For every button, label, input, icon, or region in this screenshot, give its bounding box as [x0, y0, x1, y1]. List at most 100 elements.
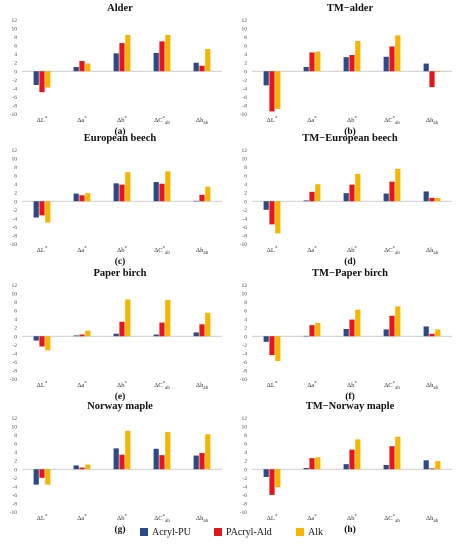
y-tick-label: -10 [240, 242, 248, 248]
bar [269, 201, 275, 225]
x-tick-label: Δa* [77, 117, 87, 125]
x-tick-label: Δhab [196, 515, 209, 524]
x-tick-label: Δa* [77, 515, 87, 523]
y-tick-label: 4 [14, 182, 17, 188]
y-tick-label: -4 [12, 86, 17, 92]
y-tick-label: -10 [10, 112, 18, 118]
bar [275, 336, 281, 362]
panel-letter: (f) [345, 391, 355, 402]
chart-title: European beech [84, 133, 157, 144]
y-tick-label: 8 [14, 433, 17, 439]
y-tick-label: 10 [12, 27, 18, 33]
panel-letter: (e) [115, 391, 126, 402]
panel-letter: (c) [115, 256, 126, 267]
y-tick-label: 4 [244, 317, 247, 323]
bar [113, 333, 119, 337]
y-tick-label: -2 [242, 476, 247, 482]
x-tick-label: Δhab [426, 247, 439, 256]
bar [159, 455, 165, 470]
legend-swatch [140, 528, 148, 536]
bar [205, 312, 211, 337]
bar [205, 186, 211, 202]
x-tick-label: Δa* [307, 515, 317, 523]
bar [263, 469, 269, 477]
x-tick-label: ΔL* [267, 382, 278, 390]
bar [355, 173, 361, 202]
y-tick-label: 12 [12, 18, 18, 24]
bar [199, 194, 205, 202]
y-tick-label: 2 [14, 61, 17, 67]
bar [303, 467, 309, 470]
y-tick-label: -10 [10, 510, 18, 516]
y-tick-label: -8 [242, 368, 247, 374]
x-tick-label: ΔL* [37, 515, 48, 523]
bar [45, 336, 51, 351]
y-tick-label: -6 [12, 360, 17, 366]
chart-title: TM−Norway maple [306, 401, 395, 412]
y-tick-label: -6 [242, 95, 247, 101]
y-tick-label: -6 [12, 225, 17, 231]
x-tick-label: Δb* [117, 382, 127, 390]
bar [125, 34, 131, 72]
bar [309, 191, 315, 202]
x-tick-label: Δb* [347, 515, 357, 523]
bar [33, 201, 39, 218]
y-tick-label: 6 [244, 44, 247, 50]
bar [343, 193, 349, 202]
bar [423, 63, 429, 72]
bar [113, 448, 119, 470]
x-tick-label: ΔL* [267, 117, 278, 125]
bar [343, 329, 349, 337]
y-tick-label: -6 [12, 493, 17, 499]
y-tick-label: 6 [14, 174, 17, 180]
y-tick-label: 8 [14, 300, 17, 306]
bar [269, 336, 275, 356]
x-tick-label: Δb* [347, 382, 357, 390]
y-tick-label: 6 [14, 309, 17, 315]
y-tick-label: 8 [244, 300, 247, 306]
bar [355, 40, 361, 72]
x-tick-label: Δa* [307, 117, 317, 125]
y-tick-label: -6 [12, 95, 17, 101]
y-tick-label: 2 [244, 61, 247, 67]
x-tick-label: Δb* [347, 247, 357, 255]
bar [113, 183, 119, 202]
bar [125, 172, 131, 202]
bar [355, 439, 361, 470]
y-tick-label: 0 [14, 467, 17, 473]
bar [113, 53, 119, 72]
bar [429, 468, 435, 470]
bar [349, 319, 355, 337]
panel-letter: (d) [344, 256, 356, 267]
bar [303, 67, 309, 72]
bar [85, 63, 91, 72]
x-tick-label: Δa* [77, 382, 87, 390]
y-tick-label: 0 [14, 334, 17, 340]
bar [119, 321, 125, 337]
bar [45, 201, 51, 223]
y-tick-label: 2 [14, 459, 17, 465]
bar [33, 71, 39, 85]
bar [389, 46, 395, 72]
bar [269, 469, 275, 495]
bar [315, 184, 321, 202]
x-tick-label: ΔL* [37, 117, 48, 125]
bar [205, 434, 211, 470]
x-tick-label: ΔC*ab [384, 382, 400, 392]
x-tick-label: Δb* [117, 117, 127, 125]
legend-swatch [296, 528, 304, 536]
bar [39, 336, 45, 347]
y-tick-label: -10 [10, 377, 18, 383]
x-tick-label: ΔC*ab [384, 247, 400, 257]
y-tick-label: 6 [244, 442, 247, 448]
bar [193, 332, 199, 337]
bar [33, 469, 39, 485]
y-tick-label: 12 [242, 148, 248, 154]
bar [429, 197, 435, 202]
x-tick-label: ΔL* [267, 515, 278, 523]
bar [39, 201, 45, 216]
y-tick-label: -4 [12, 351, 17, 357]
y-tick-label: -2 [12, 343, 17, 349]
bar [39, 71, 45, 93]
x-tick-label: Δb* [117, 515, 127, 523]
